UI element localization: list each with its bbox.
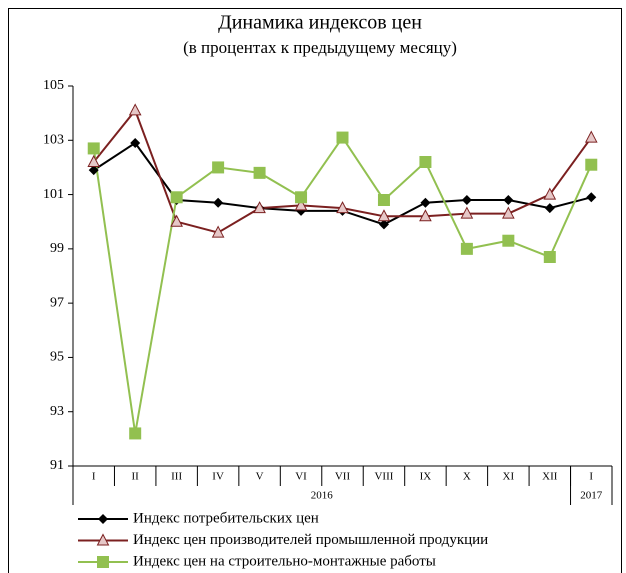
legend-label: Индекс цен производителей промышленной п… [133,532,488,548]
marker [420,197,431,208]
marker [461,195,472,205]
marker [502,206,515,219]
marker [170,191,183,204]
legend-label: Индекс потребительских цен [133,510,319,526]
y-tick-label: 93 [50,404,64,419]
y-tick-label: 101 [43,187,64,202]
x-tick-label: III [171,471,182,483]
marker [419,156,432,168]
legend-label: Индекс цен на строительно-монтажные рабо… [133,553,436,569]
marker [213,197,224,208]
marker [544,203,555,214]
marker [128,103,142,116]
marker [87,142,100,155]
x-tick-label: VIII [374,471,393,483]
x-tick-label: V [256,471,264,483]
marker [543,251,556,263]
marker [584,130,598,143]
marker [460,242,473,255]
marker [378,219,389,230]
marker [253,166,266,179]
x-tick-label: IX [420,471,432,483]
group-label: 2017 [580,490,603,502]
marker [212,161,225,174]
x-tick-label: X [463,471,471,483]
marker [87,154,101,167]
marker [130,138,141,148]
y-tick-label: 99 [50,241,64,256]
series-line [92,135,593,434]
marker [502,234,515,247]
marker [586,192,597,203]
marker [503,195,514,205]
x-tick-label: VII [335,471,351,483]
x-tick-label: I [92,471,96,483]
marker [129,427,142,440]
y-tick-label: 95 [50,350,64,365]
x-tick-label: IV [212,471,224,483]
marker [585,158,598,171]
marker [419,209,432,222]
x-tick-label: VI [295,471,307,483]
marker [211,225,225,238]
marker [377,194,390,206]
y-tick-label: 103 [43,133,64,148]
marker [253,201,266,214]
chart-title: Динамика индексов цен [218,12,422,34]
x-tick-label: I [589,471,593,483]
marker [88,165,99,176]
marker [96,533,110,546]
marker [336,131,349,144]
x-tick-label: II [132,471,140,483]
x-tick-label: XI [503,471,515,483]
marker [295,191,308,204]
y-tick-label: 97 [50,295,64,310]
marker [98,514,108,524]
chart-border [8,8,622,573]
marker [377,209,391,222]
y-tick-label: 105 [43,78,64,93]
marker [336,201,349,214]
y-tick-label: 91 [50,458,64,473]
marker [294,198,308,211]
marker [543,187,557,200]
group-label: 2016 [311,490,334,502]
x-tick-label: XII [542,471,558,483]
chart-subtitle: (в процентах к предыдущему месяцу) [183,38,457,57]
marker [460,206,474,219]
marker [170,214,183,227]
marker [97,556,109,568]
